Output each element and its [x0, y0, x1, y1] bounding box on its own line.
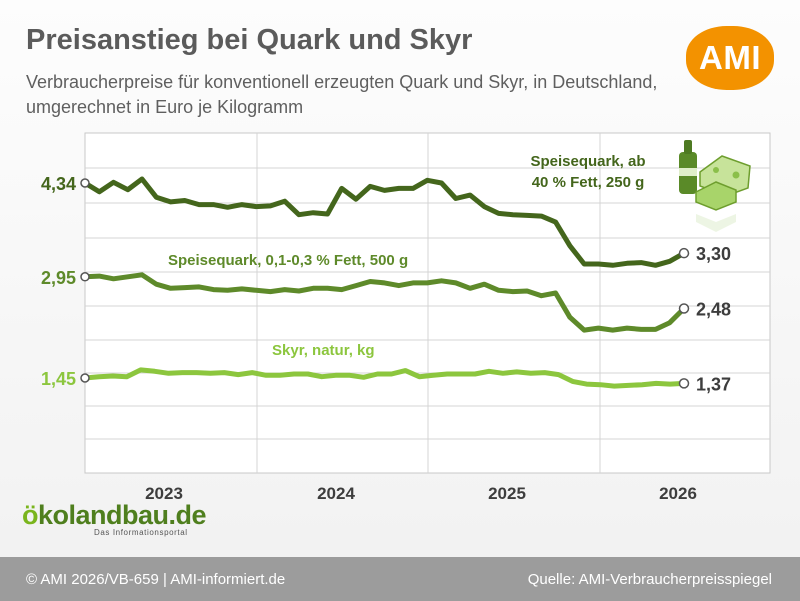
chart-title: Preisanstieg bei Quark und Skyr — [26, 24, 473, 56]
series-end-label: 3,30 — [696, 244, 731, 264]
series-end-point — [678, 247, 690, 259]
x-tick-label: 2025 — [488, 484, 526, 503]
ami-logo-text: AMI — [699, 39, 761, 76]
series-end-label: 1,37 — [696, 374, 731, 394]
series-line-0 — [82, 176, 687, 268]
oekolandbau-logo[interactable]: ökolandbau.de — [22, 500, 207, 531]
chart-subtitle: Verbraucherpreise für konventionell erze… — [26, 72, 658, 117]
footer-bar: © AMI 2026/VB-659 | AMI-informiert.de Qu… — [0, 557, 800, 601]
series-start-point — [80, 373, 90, 383]
series-name-label: Speisequark, ab — [530, 153, 645, 170]
series-start-label: 2,95 — [41, 268, 76, 288]
series-start-label: 1,45 — [41, 369, 76, 389]
series-start-point — [80, 272, 90, 282]
oekolandbau-tagline: Das Informationsportal — [94, 528, 188, 537]
x-tick-label: 2026 — [659, 484, 697, 503]
series-start-label: 4,34 — [41, 174, 76, 194]
footer-source: Quelle: AMI-Verbraucherpreisspiegel — [527, 571, 772, 588]
footer-copyright[interactable]: © AMI 2026/VB-659 | AMI-informiert.de — [26, 571, 286, 588]
ami-logo: AMI — [686, 26, 774, 90]
series-end-label: 2,48 — [696, 300, 731, 320]
line-chart: 2023 2024 2025 2026 4,34 3,30 Speisequark, ab 4… — [41, 132, 771, 503]
x-tick-label: 2023 — [145, 484, 183, 503]
series-name-label: Speisequark, 0,1-0,3 % Fett, 500 g — [168, 252, 408, 269]
series-line-2 — [82, 367, 687, 389]
series-end-point — [678, 303, 690, 314]
oekolandbau-logo-first: ö — [22, 500, 39, 530]
dairy-icon — [679, 140, 751, 232]
series-name-label: Skyr, natur, kg — [272, 342, 375, 359]
x-tick-label: 2024 — [317, 484, 355, 503]
oekolandbau-logo-rest: kolandbau.de — [38, 500, 207, 530]
series-line-1 — [82, 272, 687, 333]
series-start-point — [80, 178, 90, 188]
series-name-label: 40 % Fett, 250 g — [532, 174, 645, 191]
series-end-point — [678, 378, 690, 389]
